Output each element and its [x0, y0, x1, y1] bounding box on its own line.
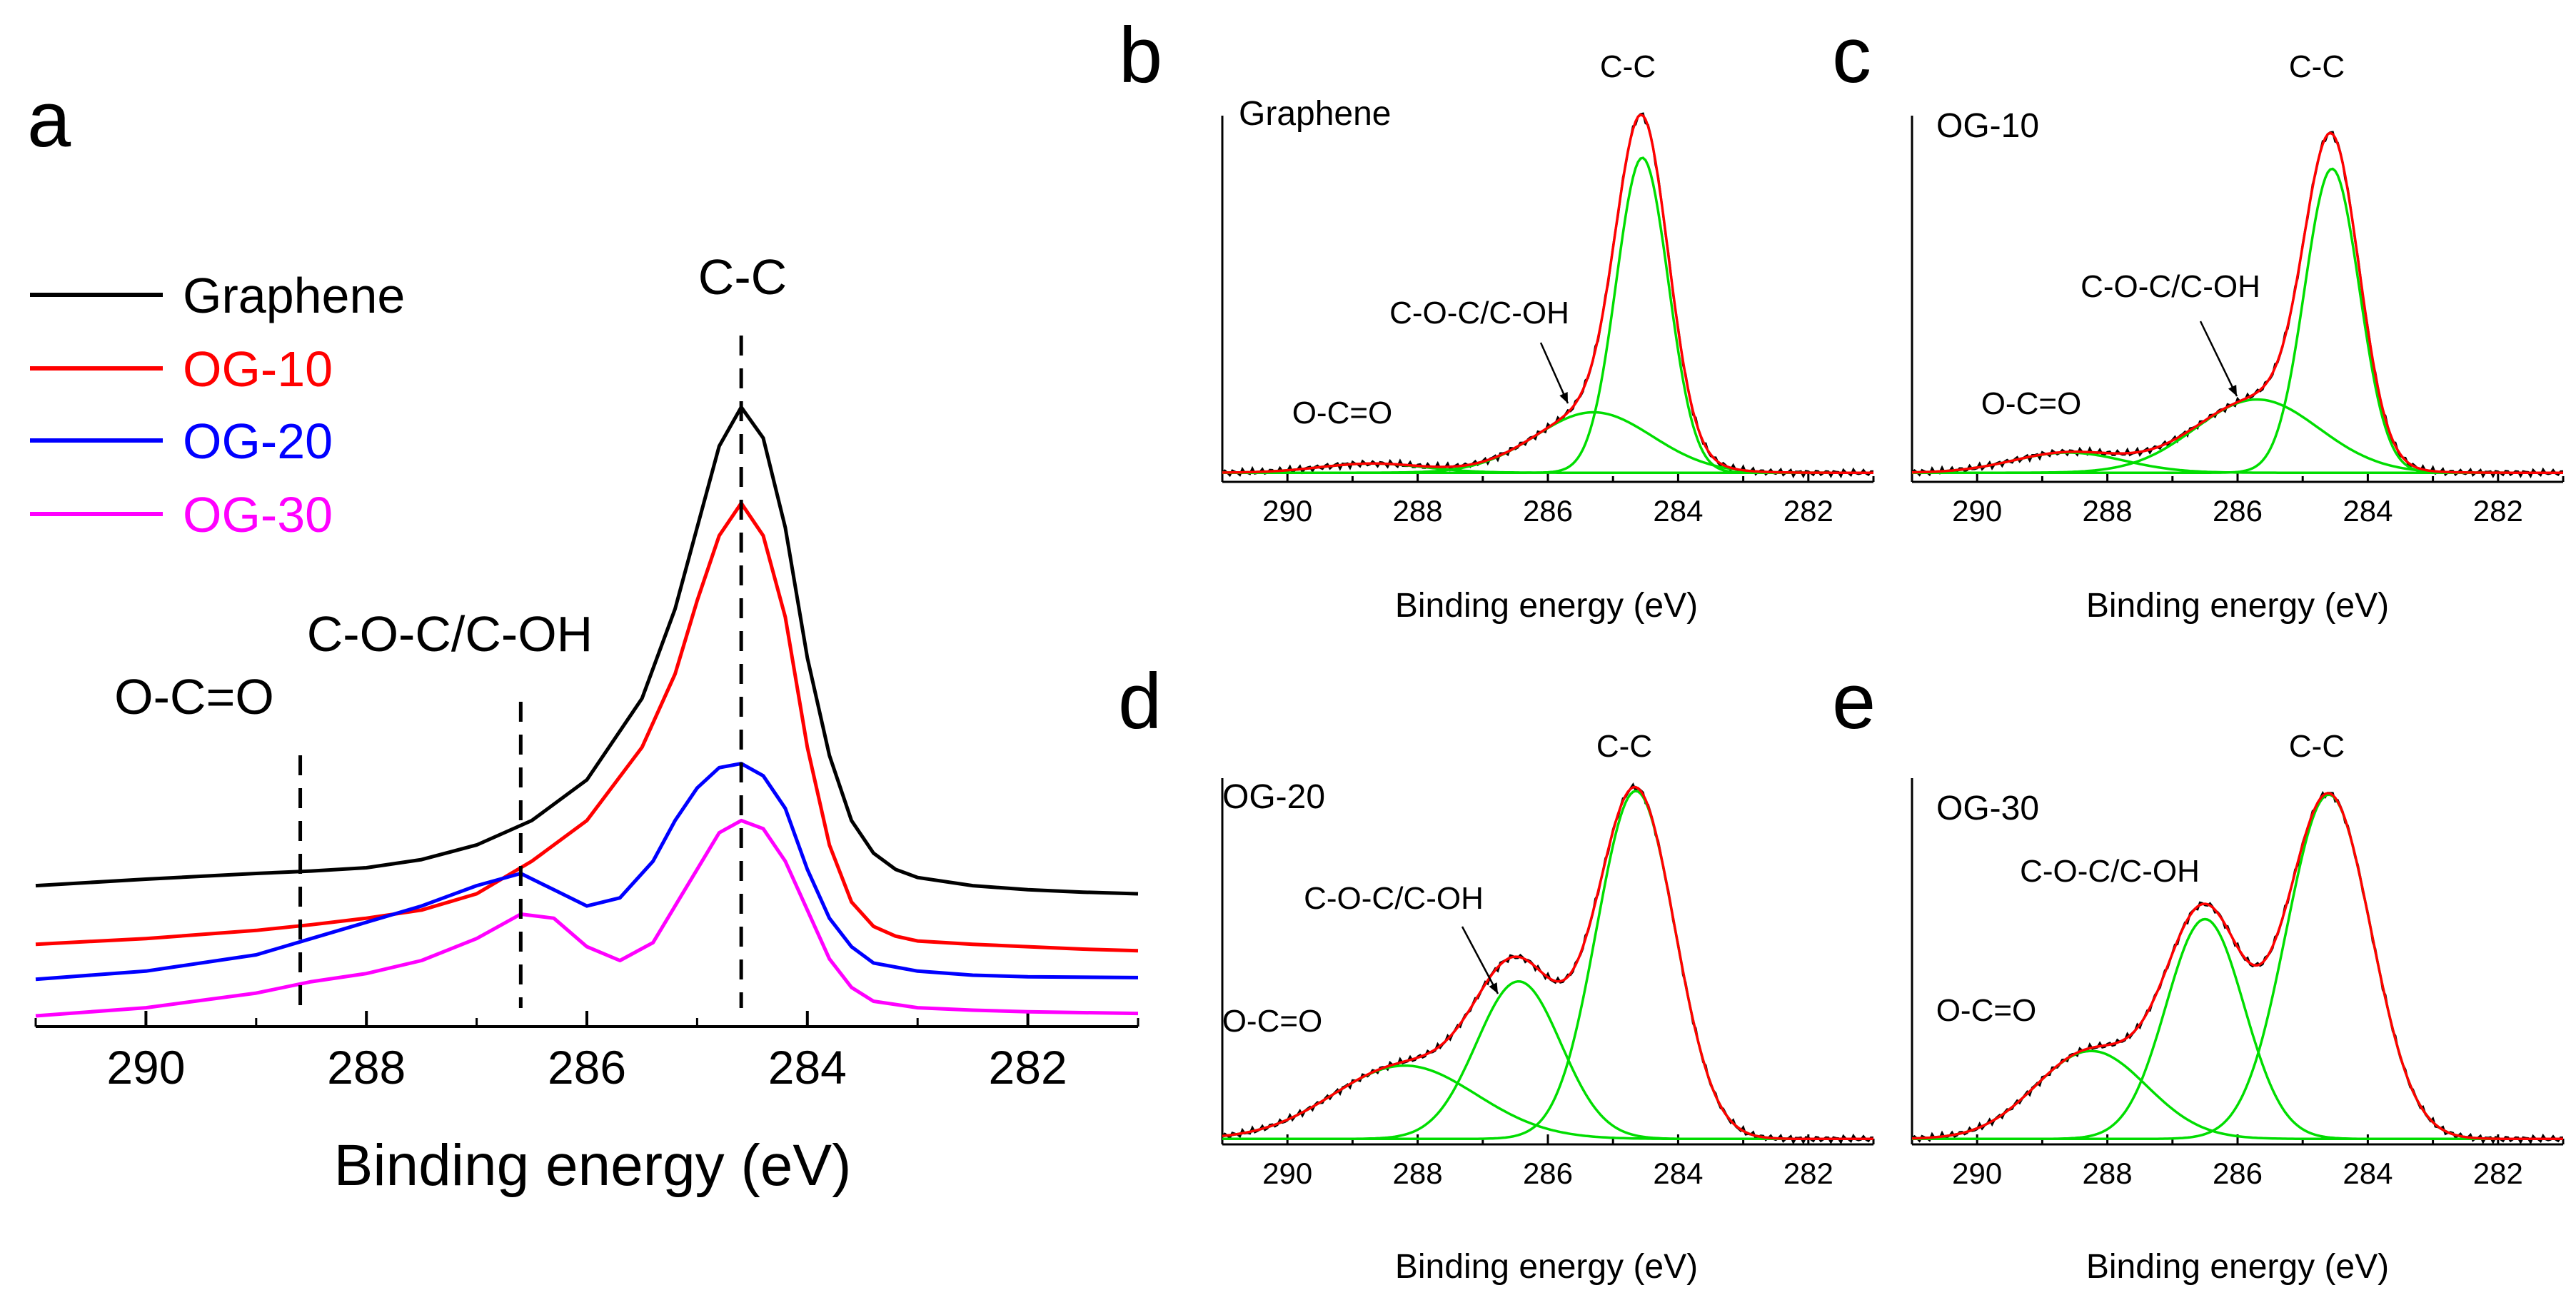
peak-label-occ: O-C=O: [1981, 386, 2082, 421]
annotation-arrow: [1461, 926, 1499, 994]
reference-label: C-C: [698, 249, 787, 305]
fit-envelope-line: [1911, 131, 2563, 474]
x-tick-label: 284: [768, 1041, 847, 1094]
x-axis-title: Binding energy (eV): [1395, 1248, 1698, 1286]
x-tick-label: 282: [2473, 494, 2523, 528]
series-og-30-line: [35, 818, 1139, 1018]
series-og-20-line: [35, 762, 1139, 982]
panel-d: d OG-20 290 288 286 284 282 Binding energy (eV)…: [1118, 657, 1875, 1286]
panel-label-e: e: [1832, 657, 1876, 745]
peak-label-occ: O-C=O: [1936, 993, 2037, 1028]
x-tick-label: 284: [2343, 1157, 2393, 1190]
sample-name: OG-20: [1222, 778, 1325, 816]
x-tick-label: 290: [1262, 1157, 1312, 1190]
panel-c: c OG-10 290 288 286 284 282 Binding energy (eV)…: [1832, 11, 2565, 625]
legend-label: OG-20: [183, 413, 333, 469]
panel-a: a 290 288 286 284 282 Binding energy (eV) O-C=O…: [27, 76, 1139, 1198]
panel-label-a: a: [27, 76, 71, 163]
x-tick-label: 288: [1393, 1157, 1443, 1190]
x-axis-title: Binding energy (eV): [2086, 587, 2389, 625]
reference-label: C-O-C/C-OH: [307, 606, 593, 662]
annotation-arrow: [1539, 342, 1569, 404]
x-axis-title: Binding energy (eV): [1395, 587, 1698, 625]
series-graphene-line: [35, 405, 1139, 896]
peak-label-coc: C-O-C/C-OH: [1389, 296, 1569, 331]
peak-label-cc: C-C: [2289, 49, 2345, 84]
panel-label-c: c: [1832, 11, 1871, 99]
x-axis-title: Binding energy (eV): [334, 1133, 852, 1198]
x-tick-label: 288: [2083, 494, 2133, 528]
legend-label: Graphene: [183, 268, 405, 323]
sample-name: Graphene: [1239, 95, 1392, 133]
x-tick-label: 282: [2473, 1157, 2523, 1190]
panel-e: e OG-30 290 288 286 284 282 Binding energy (eV)…: [1832, 657, 2565, 1286]
panel-label-b: b: [1119, 11, 1162, 99]
peak-label-coc: C-O-C/C-OH: [2081, 269, 2260, 304]
peak-label-occ: O-C=O: [1222, 1004, 1323, 1039]
component-peak-3: [1911, 1049, 2563, 1141]
x-tick-label: 282: [1783, 494, 1833, 528]
x-tick-label: 282: [1783, 1157, 1833, 1190]
peak-label-cc: C-C: [1596, 729, 1652, 764]
x-tick-label: 282: [989, 1041, 1067, 1094]
x-tick-label: 286: [2213, 494, 2263, 528]
panel-b: b Graphene 290 288 286 284 282 Binding energy (…: [1119, 11, 1875, 625]
component-peak-1: [1912, 167, 2563, 474]
peak-label-coc: C-O-C/C-OH: [1304, 881, 1484, 916]
raw-data-line: [1222, 782, 1873, 1145]
raw-data-line: [1911, 790, 2563, 1145]
fit-envelope-line: [1222, 113, 1873, 474]
x-tick-label: 288: [1393, 494, 1443, 528]
peak-label-cc: C-C: [1600, 49, 1656, 84]
x-axis-title: Binding energy (eV): [2086, 1248, 2389, 1286]
annotation-arrowhead: [1559, 392, 1568, 403]
panel-label-d: d: [1118, 657, 1162, 745]
peak-label-occ: O-C=O: [1292, 395, 1393, 430]
component-peak-1: [1222, 790, 1873, 1141]
legend-label: OG-30: [183, 487, 333, 543]
fit-envelope-line: [1911, 792, 2563, 1141]
component-peak-1: [1912, 793, 2563, 1141]
x-tick-label: 286: [1523, 1157, 1573, 1190]
annotation-arrowhead: [2228, 385, 2237, 396]
x-tick-label: 290: [106, 1041, 185, 1094]
annotation-arrow: [2199, 321, 2238, 397]
sample-name: OG-30: [1936, 790, 2039, 827]
x-tick-label: 284: [1653, 494, 1703, 528]
legend-label: OG-10: [183, 341, 333, 397]
fit-envelope-line: [1222, 785, 1873, 1141]
x-tick-label: 284: [2343, 494, 2393, 528]
x-tick-label: 288: [2083, 1157, 2133, 1190]
x-tick-label: 286: [1523, 494, 1573, 528]
reference-label: O-C=O: [114, 669, 274, 725]
peak-label-cc: C-C: [2289, 729, 2345, 764]
x-tick-label: 290: [1262, 494, 1312, 528]
sample-name: OG-10: [1936, 107, 2039, 145]
x-tick-label: 286: [2213, 1157, 2263, 1190]
annotation-arrowhead: [1489, 982, 1498, 994]
series-og-10-line: [35, 501, 1139, 953]
x-tick-label: 290: [1952, 1157, 2002, 1190]
x-tick-label: 290: [1952, 494, 2002, 528]
x-tick-label: 286: [548, 1041, 626, 1094]
x-tick-label: 284: [1653, 1157, 1703, 1190]
peak-label-coc: C-O-C/C-OH: [2020, 854, 2200, 889]
x-tick-label: 288: [327, 1041, 406, 1094]
